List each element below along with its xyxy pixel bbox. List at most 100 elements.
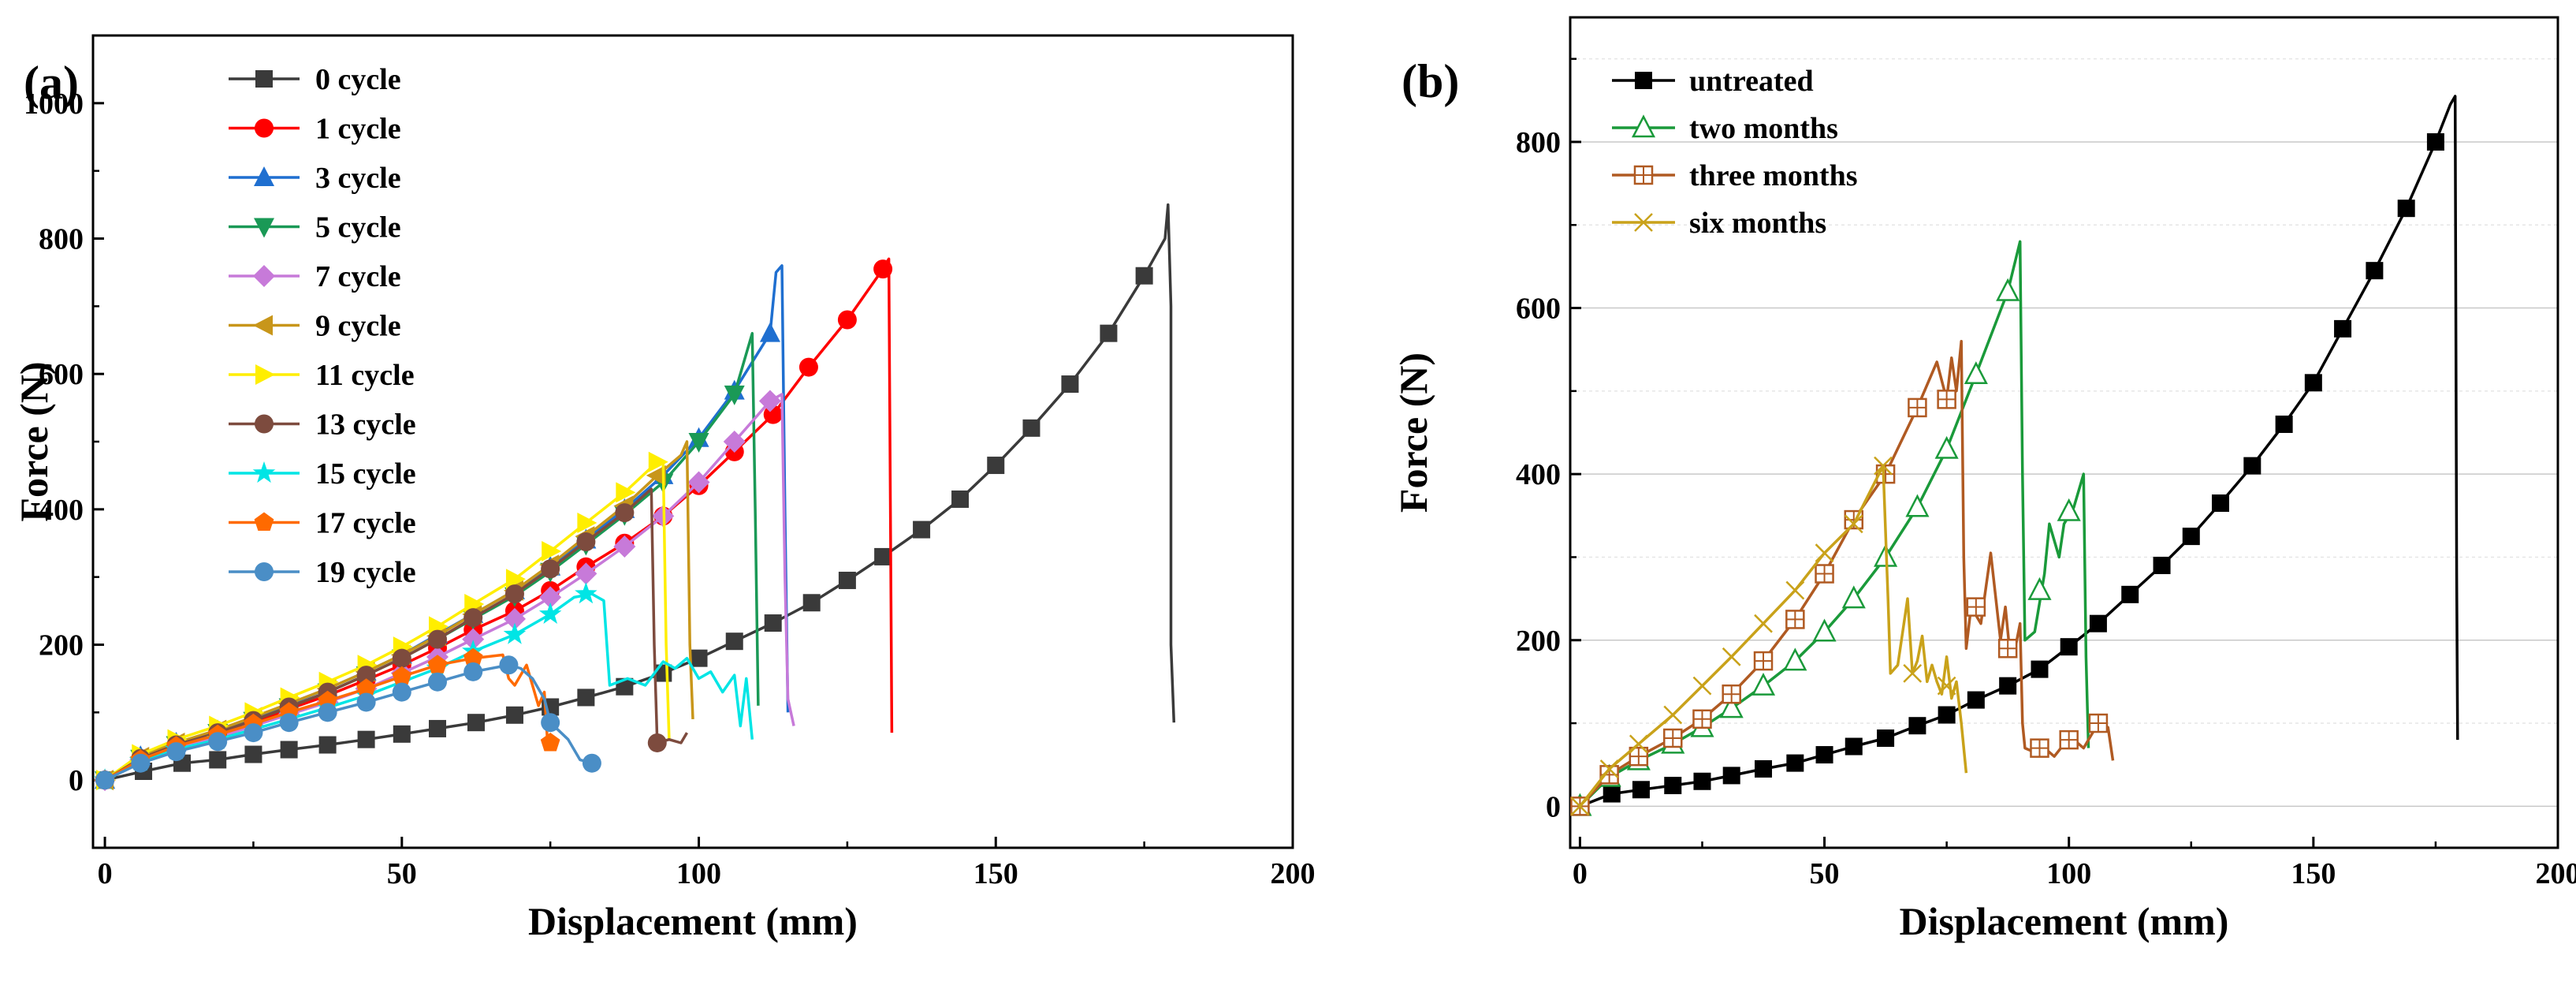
data-point-three-months (1997, 639, 2018, 659)
legend-label: 19 cycle (315, 556, 416, 589)
panel-b-x-axis-label: Displacement (mm) (1900, 899, 2229, 943)
data-point-19-cycle (392, 682, 411, 702)
data-point-13-cycle (428, 629, 448, 649)
legend-marker (255, 562, 274, 581)
data-point-untreated (2366, 262, 2384, 280)
data-point-0-cycle (1022, 419, 1040, 437)
data-point-six-months-stroke-b (1844, 514, 1863, 534)
data-point-untreated (1664, 777, 1682, 795)
data-point-0-cycle (1135, 267, 1153, 285)
data-point-9-cycle (646, 465, 666, 486)
data-point-7-cycle (687, 471, 710, 494)
panel-b-y-axis: 0 200 400 600 800 (1516, 58, 1581, 823)
data-point-three-months (2059, 729, 2079, 750)
data-point-5-cycle (724, 385, 745, 405)
data-point-0-cycle (393, 725, 411, 743)
data-point-six-months-stroke-b (1570, 797, 1590, 816)
panel-a-label: (a) (24, 57, 79, 109)
data-point-13-cycle (541, 559, 560, 579)
series-line-5-cycle (104, 331, 760, 782)
data-point-six-months (1937, 676, 1956, 696)
legend-item-3-cycle: 3 cycle (229, 162, 401, 195)
data-point-six-months (1785, 580, 1805, 600)
data-point-six-months-stroke-b (1599, 759, 1619, 778)
legend-label: 13 cycle (315, 409, 416, 442)
data-point-0-cycle (913, 520, 931, 539)
data-point-six-months (1815, 543, 1834, 563)
data-point-three-months (1908, 397, 1927, 418)
panel-a-x-axis: 0 50 100 150 200 (98, 837, 1316, 890)
y-tick-label: 200 (1516, 625, 1561, 658)
data-point-19-cycle (463, 662, 483, 681)
data-point-untreated (2060, 638, 2078, 656)
data-point-two-months (1719, 695, 1744, 718)
data-point-three-months (1753, 651, 1774, 671)
data-point-0-cycle (505, 706, 523, 724)
data-point-untreated (2182, 528, 2200, 546)
legend-item-11-cycle: 11 cycle (229, 359, 415, 392)
legend-item-three-months: three months (1612, 159, 1858, 192)
panel-b-axes-frame (1569, 16, 2559, 849)
data-point-0-cycle (280, 741, 298, 759)
data-point-19-cycle (541, 713, 560, 733)
legend-label: 7 cycle (315, 260, 401, 293)
data-point-19-cycle (499, 655, 519, 675)
data-point-0-cycle (318, 736, 337, 754)
data-point-two-months (1812, 618, 1837, 642)
data-point-six-months-stroke-b (1754, 614, 1773, 633)
data-point-untreated (1786, 754, 1804, 772)
data-point-0-cycle (467, 714, 485, 732)
legend-marker (255, 414, 274, 434)
data-point-untreated (2121, 585, 2139, 603)
data-point-untreated (2426, 132, 2444, 151)
data-point-11-cycle (542, 541, 562, 562)
data-point-17-cycle (463, 647, 483, 667)
data-point-untreated (2334, 319, 2352, 338)
legend-label: 9 cycle (315, 310, 401, 343)
data-point-three-months (1785, 610, 1805, 629)
x-tick-label: 150 (973, 857, 1018, 890)
data-point-7-cycle (575, 562, 597, 585)
legend-item-15-cycle: 15 cycle (229, 457, 416, 491)
data-point-two-months (1905, 494, 1930, 517)
legend-label: 5 cycle (315, 211, 401, 244)
y-tick-label: 800 (1516, 126, 1561, 159)
data-point-19-cycle (131, 753, 151, 773)
data-point-19-cycle (244, 723, 263, 743)
y-tick-label: 1000 (24, 88, 84, 121)
data-point-13-cycle (504, 584, 524, 604)
data-point-six-months-stroke-b (1629, 734, 1648, 754)
data-point-three-months (2030, 738, 2049, 758)
series-13-cycle (95, 487, 689, 790)
panel-b-legend: untreated two months three months six month… (1612, 65, 1858, 240)
x-tick-label: 50 (1810, 857, 1840, 890)
series-line-0-cycle (104, 203, 1176, 782)
legend-marker (255, 118, 274, 138)
data-point-0-cycle (1100, 324, 1118, 342)
data-point-7-cycle (758, 390, 781, 412)
panel-a: 0 50 100 150 200 0 200 400 600 800 1000 Displacemen… (12, 34, 1316, 943)
x-tick-label: 0 (98, 857, 113, 890)
y-tick-label: 200 (39, 629, 84, 662)
data-point-untreated (2304, 374, 2322, 392)
y-tick-label: 600 (1516, 293, 1561, 326)
data-point-untreated (1999, 677, 2017, 695)
data-point-six-months-stroke-b (1815, 543, 1834, 563)
legend-marker (255, 70, 273, 88)
data-point-six-months-stroke-b (1903, 663, 1923, 683)
legend-marker (252, 461, 276, 483)
data-point-two-months (2057, 498, 2081, 521)
series-3-cycle (95, 264, 790, 789)
series-three-months (1570, 339, 2115, 816)
legend-item-19-cycle: 19 cycle (229, 556, 416, 589)
legend-label: 15 cycle (315, 457, 416, 491)
data-point-15-cycle (503, 622, 527, 644)
series-line-three-months (1579, 339, 2115, 808)
data-point-19-cycle (356, 692, 376, 712)
data-point-six-months-stroke-b (1663, 705, 1683, 725)
data-point-3-cycle (759, 322, 780, 342)
legend-item-7-cycle: 7 cycle (229, 260, 401, 293)
data-point-six-months (1629, 734, 1648, 754)
legend-marker (254, 166, 274, 186)
data-point-13-cycle (356, 666, 376, 685)
